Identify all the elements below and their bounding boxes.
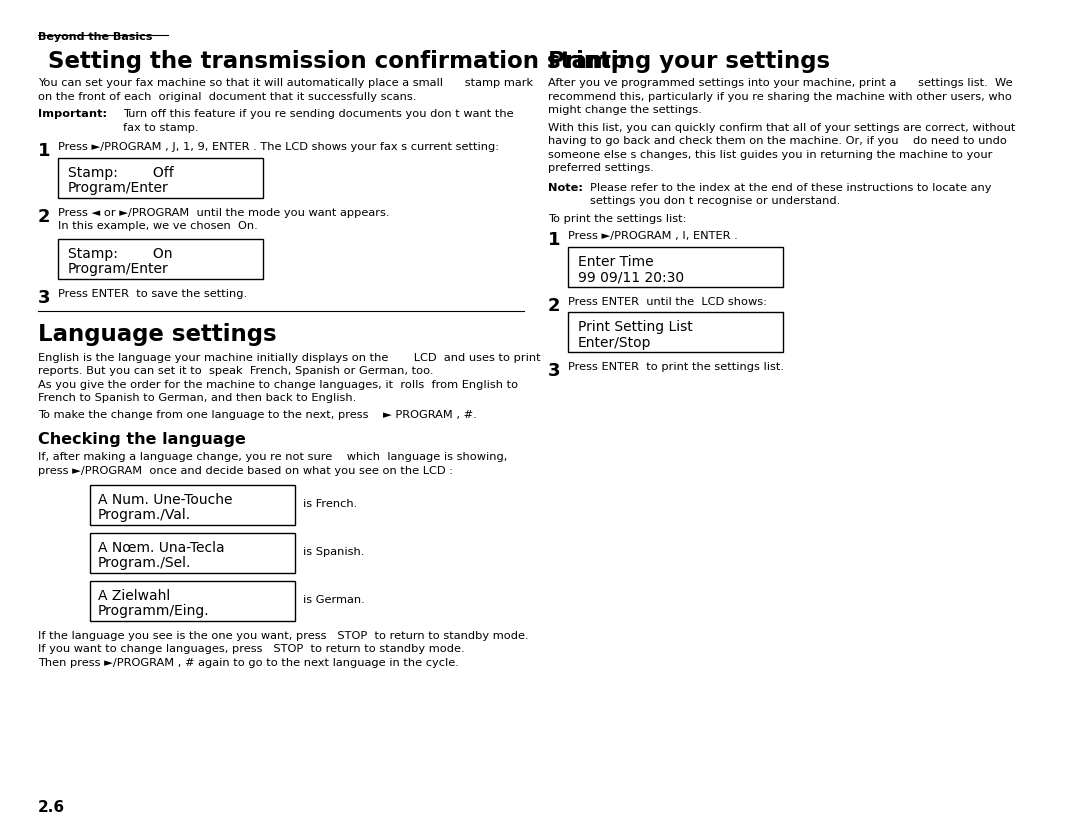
Text: After you ve programmed settings into your machine, print a      settings list. : After you ve programmed settings into yo… <box>548 78 1013 88</box>
Bar <box>568 247 783 287</box>
Text: Program/Enter: Program/Enter <box>68 181 168 195</box>
Text: Beyond the Basics: Beyond the Basics <box>38 32 152 42</box>
Text: preferred settings.: preferred settings. <box>548 163 653 173</box>
Text: Press ENTER  to print the settings list.: Press ENTER to print the settings list. <box>568 362 784 372</box>
Text: If you want to change languages, press   STOP  to return to standby mode.: If you want to change languages, press S… <box>38 645 464 655</box>
Text: Print Setting List: Print Setting List <box>578 320 692 334</box>
Text: You can set your fax machine so that it will automatically place a small      st: You can set your fax machine so that it … <box>38 78 534 88</box>
Text: French to Spanish to German, and then back to English.: French to Spanish to German, and then ba… <box>38 393 356 403</box>
Text: is German.: is German. <box>303 595 365 605</box>
Text: on the front of each  original  document that it successfully scans.: on the front of each original document t… <box>38 92 417 102</box>
Text: A Nœm. Una-Tecla: A Nœm. Una-Tecla <box>98 541 225 555</box>
Text: Setting the transmission confirmation stamp: Setting the transmission confirmation st… <box>48 50 627 73</box>
Text: Important:: Important: <box>38 109 107 119</box>
Text: As you give the order for the machine to change languages, it  rolls  from Engli: As you give the order for the machine to… <box>38 379 518 389</box>
Text: settings you don t recognise or understand.: settings you don t recognise or understa… <box>590 196 840 206</box>
Bar <box>568 312 783 352</box>
Bar <box>58 239 264 279</box>
Text: A Num. Une-Touche: A Num. Une-Touche <box>98 493 232 507</box>
Text: Stamp:        Off: Stamp: Off <box>68 165 174 179</box>
Text: Press ►/PROGRAM , I, ENTER .: Press ►/PROGRAM , I, ENTER . <box>568 231 738 241</box>
Bar <box>90 485 295 525</box>
Text: recommend this, particularly if you re sharing the machine with other users, who: recommend this, particularly if you re s… <box>548 92 1012 102</box>
Text: might change the settings.: might change the settings. <box>548 105 702 115</box>
Text: 99 09/11 20:30: 99 09/11 20:30 <box>578 270 684 284</box>
Text: Program/Enter: Program/Enter <box>68 262 168 276</box>
Text: is Spanish.: is Spanish. <box>303 547 364 557</box>
Text: 2: 2 <box>38 208 51 225</box>
Text: Program./Val.: Program./Val. <box>98 509 191 522</box>
Text: 3: 3 <box>548 362 561 380</box>
Text: Press ENTER  until the  LCD shows:: Press ENTER until the LCD shows: <box>568 297 767 307</box>
Text: In this example, we ve chosen  On.: In this example, we ve chosen On. <box>58 221 258 231</box>
Text: Press ►/PROGRAM , J, 1, 9, ENTER . The LCD shows your fax s current setting:: Press ►/PROGRAM , J, 1, 9, ENTER . The L… <box>58 142 499 152</box>
Text: Turn off this feature if you re sending documents you don t want the: Turn off this feature if you re sending … <box>123 109 514 119</box>
Text: To print the settings list:: To print the settings list: <box>548 214 687 224</box>
Text: Language settings: Language settings <box>38 323 276 345</box>
Text: Enter/Stop: Enter/Stop <box>578 335 651 349</box>
Text: If, after making a language change, you re not sure    which  language is showin: If, after making a language change, you … <box>38 452 508 462</box>
Text: Printing your settings: Printing your settings <box>548 50 831 73</box>
Text: A Zielwahl: A Zielwahl <box>98 589 171 603</box>
Text: 3: 3 <box>38 289 51 307</box>
Text: English is the language your machine initially displays on the       LCD  and us: English is the language your machine ini… <box>38 353 541 363</box>
Text: fax to stamp.: fax to stamp. <box>123 123 199 133</box>
Text: someone else s changes, this list guides you in returning the machine to your: someone else s changes, this list guides… <box>548 149 993 159</box>
Bar <box>58 158 264 198</box>
Text: Then press ►/PROGRAM , # again to go to the next language in the cycle.: Then press ►/PROGRAM , # again to go to … <box>38 658 459 668</box>
Text: Program./Sel.: Program./Sel. <box>98 556 191 570</box>
Text: With this list, you can quickly confirm that all of your settings are correct, w: With this list, you can quickly confirm … <box>548 123 1015 133</box>
Text: 1: 1 <box>548 231 561 249</box>
Text: reports. But you can set it to  speak  French, Spanish or German, too.: reports. But you can set it to speak Fre… <box>38 366 433 376</box>
Text: Press ENTER  to save the setting.: Press ENTER to save the setting. <box>58 289 247 299</box>
Text: is French.: is French. <box>303 499 357 509</box>
Bar <box>90 581 295 621</box>
Text: Stamp:        On: Stamp: On <box>68 247 173 260</box>
Text: If the language you see is the one you want, press   STOP  to return to standby : If the language you see is the one you w… <box>38 631 528 641</box>
Text: Checking the language: Checking the language <box>38 432 246 447</box>
Text: 2: 2 <box>548 297 561 314</box>
Text: Please refer to the index at the end of these instructions to locate any: Please refer to the index at the end of … <box>590 183 991 193</box>
Text: Press ◄ or ►/PROGRAM  until the mode you want appears.: Press ◄ or ►/PROGRAM until the mode you … <box>58 208 390 218</box>
Text: Note:: Note: <box>548 183 583 193</box>
Bar <box>90 533 295 573</box>
Text: having to go back and check them on the machine. Or, if you    do need to undo: having to go back and check them on the … <box>548 136 1007 146</box>
Text: Programm/Eing.: Programm/Eing. <box>98 605 210 619</box>
Text: press ►/PROGRAM  once and decide based on what you see on the LCD :: press ►/PROGRAM once and decide based on… <box>38 465 454 475</box>
Text: 1: 1 <box>38 142 51 160</box>
Text: To make the change from one language to the next, press    ► PROGRAM , #.: To make the change from one language to … <box>38 409 476 420</box>
Text: 2.6: 2.6 <box>38 800 65 815</box>
Text: Enter Time: Enter Time <box>578 254 653 269</box>
